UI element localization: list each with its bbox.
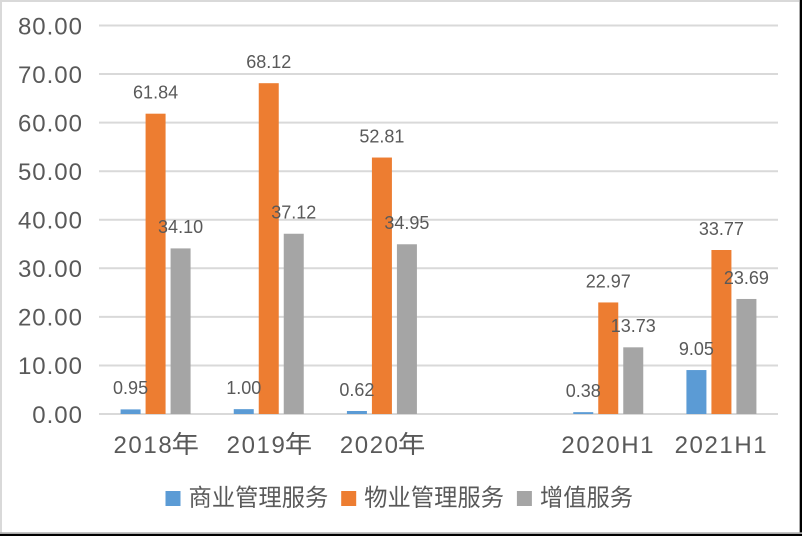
svg-text:34.95: 34.95 <box>384 213 429 233</box>
svg-text:50.00: 50.00 <box>18 159 83 186</box>
svg-text:52.81: 52.81 <box>359 126 404 146</box>
svg-text:0.00: 0.00 <box>32 402 83 429</box>
svg-text:0.38: 0.38 <box>566 381 601 401</box>
svg-text:0.95: 0.95 <box>113 378 148 398</box>
svg-text:2020H1: 2020H1 <box>561 432 655 459</box>
svg-text:13.73: 13.73 <box>611 316 656 336</box>
svg-text:60.00: 60.00 <box>18 110 83 137</box>
svg-text:2019: 2019 <box>227 432 287 459</box>
svg-text:2018: 2018 <box>113 432 173 459</box>
svg-text:23.69: 23.69 <box>724 268 769 288</box>
svg-text:30.00: 30.00 <box>18 256 83 283</box>
svg-text:2020: 2020 <box>340 432 400 459</box>
svg-text:0.62: 0.62 <box>339 380 374 400</box>
svg-text:33.77: 33.77 <box>699 219 744 239</box>
svg-text:61.84: 61.84 <box>133 82 178 102</box>
svg-text:34.10: 34.10 <box>158 217 203 237</box>
svg-text:2021H1: 2021H1 <box>675 432 769 459</box>
svg-text:80.00: 80.00 <box>18 13 83 40</box>
svg-text:10.00: 10.00 <box>18 353 83 380</box>
svg-text:37.12: 37.12 <box>271 203 316 223</box>
svg-text:22.97: 22.97 <box>586 271 631 291</box>
svg-text:70.00: 70.00 <box>18 62 83 89</box>
svg-text:1.00: 1.00 <box>226 378 261 398</box>
svg-text:68.12: 68.12 <box>246 52 291 72</box>
svg-text:20.00: 20.00 <box>18 305 83 332</box>
svg-text:9.05: 9.05 <box>679 339 714 359</box>
svg-text:40.00: 40.00 <box>18 208 83 235</box>
